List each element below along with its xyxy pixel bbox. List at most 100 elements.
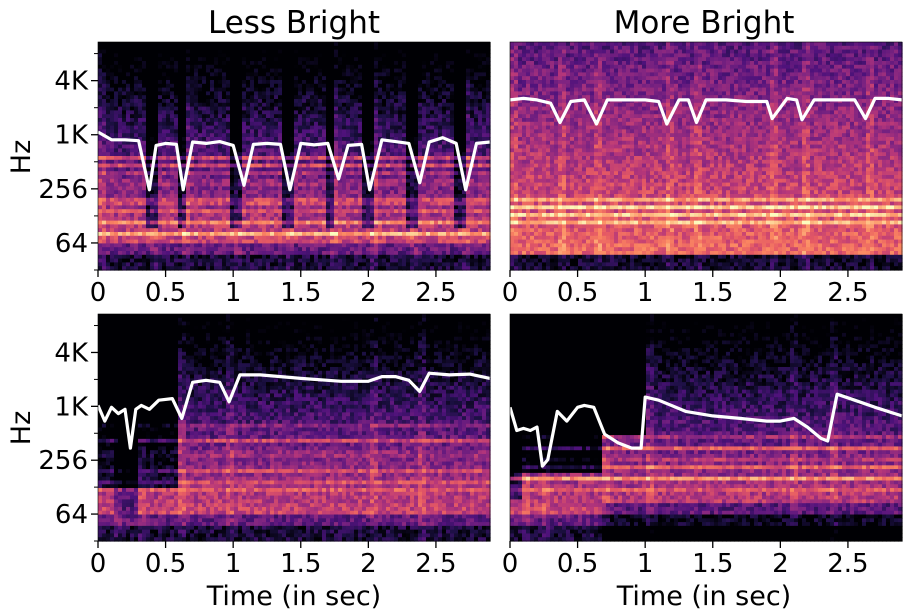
spectrogram-cell (178, 182, 183, 187)
spectrogram-cell (290, 163, 295, 168)
spectrogram-cell (266, 87, 271, 92)
spectrogram-cell (338, 64, 343, 70)
spectrogram-cell (282, 137, 287, 142)
spectrogram-cell (242, 190, 247, 195)
spectrogram-cell (206, 247, 211, 252)
spectrogram-cell (222, 68, 227, 73)
spectrogram-cell (262, 121, 267, 127)
spectrogram-cell (110, 102, 115, 108)
spectrogram-cell (238, 266, 243, 271)
spectrogram-cell (422, 175, 427, 180)
spectrogram-cell (162, 125, 167, 130)
spectrogram-cell (334, 53, 339, 58)
spectrogram-cell (134, 258, 139, 263)
spectrogram-cell (378, 137, 383, 142)
spectrogram-cell (202, 239, 207, 244)
spectrogram-cell (130, 49, 135, 54)
spectrogram-cell (370, 87, 375, 92)
spectrogram-cell (134, 68, 139, 73)
spectrogram-cell (302, 87, 307, 92)
spectrogram-cell (126, 87, 131, 92)
spectrogram-cell (138, 171, 143, 176)
spectrogram-cell (422, 228, 427, 233)
spectrogram-cell (154, 159, 159, 165)
spectrogram-cell (182, 224, 187, 229)
spectrogram-cell (214, 61, 219, 66)
spectrogram-cell (242, 159, 247, 165)
spectrogram-cell (334, 209, 339, 214)
spectrogram-cell (366, 57, 371, 62)
spectrogram-cell (218, 118, 223, 123)
spectrogram-cell (102, 91, 107, 96)
spectrogram-cell (114, 148, 119, 153)
spectrogram-cell (290, 118, 295, 123)
spectrogram-cell (390, 87, 395, 92)
spectrogram-cell (362, 235, 367, 241)
spectrogram-cell (378, 99, 383, 104)
spectrogram-cell (158, 53, 163, 58)
spectrogram-cell (182, 235, 187, 241)
spectrogram-cell (114, 239, 119, 244)
spectrogram-cell (242, 197, 247, 203)
spectrogram-cell (130, 163, 135, 168)
spectrogram-cell (118, 254, 123, 260)
spectrogram-cell (262, 262, 267, 267)
spectrogram-cell (318, 266, 323, 271)
spectrogram-cell (162, 262, 167, 267)
spectrogram-cell (306, 144, 311, 149)
spectrogram-cell (226, 262, 231, 267)
spectrogram-cell (402, 64, 407, 70)
spectrogram-cell (130, 224, 135, 229)
spectrogram-cell (250, 129, 255, 134)
spectrogram-cell (134, 216, 139, 222)
spectrogram-cell (354, 110, 359, 115)
spectrogram-cell (114, 216, 119, 222)
spectrogram-cell (346, 80, 351, 85)
spectrogram-cell (150, 148, 155, 153)
spectrogram-cell (334, 232, 339, 237)
spectrogram-cell (242, 213, 247, 218)
spectrogram-cell (254, 53, 259, 58)
spectrogram-cell (250, 137, 255, 142)
spectrogram-cell (266, 148, 271, 153)
spectrogram-cell (198, 167, 203, 172)
spectrogram-cell (294, 57, 299, 62)
spectrogram-cell (110, 209, 115, 214)
spectrogram-cell (378, 114, 383, 119)
spectrogram-cell (318, 45, 323, 51)
spectrogram-cell (250, 91, 255, 96)
spectrogram-cell (182, 190, 187, 195)
spectrogram-cell (166, 42, 171, 47)
spectrogram-cell (362, 144, 367, 149)
spectrogram-cell (114, 159, 119, 165)
spectrogram-cell (178, 129, 183, 134)
spectrogram-cell (326, 102, 331, 108)
spectrogram-cell (410, 49, 415, 54)
spectrogram-cell (410, 228, 415, 233)
spectrogram-cell (238, 76, 243, 81)
spectrogram-cell (262, 182, 267, 187)
spectrogram-cell (366, 49, 371, 54)
spectrogram-cell (234, 220, 239, 225)
spectrogram-cell (222, 220, 227, 225)
spectrogram-cell (202, 194, 207, 199)
spectrogram-cell (414, 254, 419, 260)
spectrogram-cell (358, 121, 363, 127)
spectrogram-cell (114, 144, 119, 149)
spectrogram-cell (282, 213, 287, 218)
spectrogram-cell (334, 178, 339, 184)
spectrogram-cell (402, 129, 407, 134)
spectrogram-cell (394, 64, 399, 70)
spectrogram-cell (314, 133, 319, 138)
spectrogram-cell (302, 266, 307, 271)
spectrogram-cell (382, 152, 387, 157)
spectrogram-cell (346, 239, 351, 244)
spectrogram-cell (374, 201, 379, 206)
spectrogram-cell (418, 190, 423, 195)
spectrogram-cell (118, 159, 123, 165)
spectrogram-cell (406, 254, 411, 260)
spectrogram-cell (218, 95, 223, 100)
spectrogram-cell (266, 232, 271, 237)
spectrogram-cell (334, 224, 339, 229)
spectrogram-cell (266, 228, 271, 233)
